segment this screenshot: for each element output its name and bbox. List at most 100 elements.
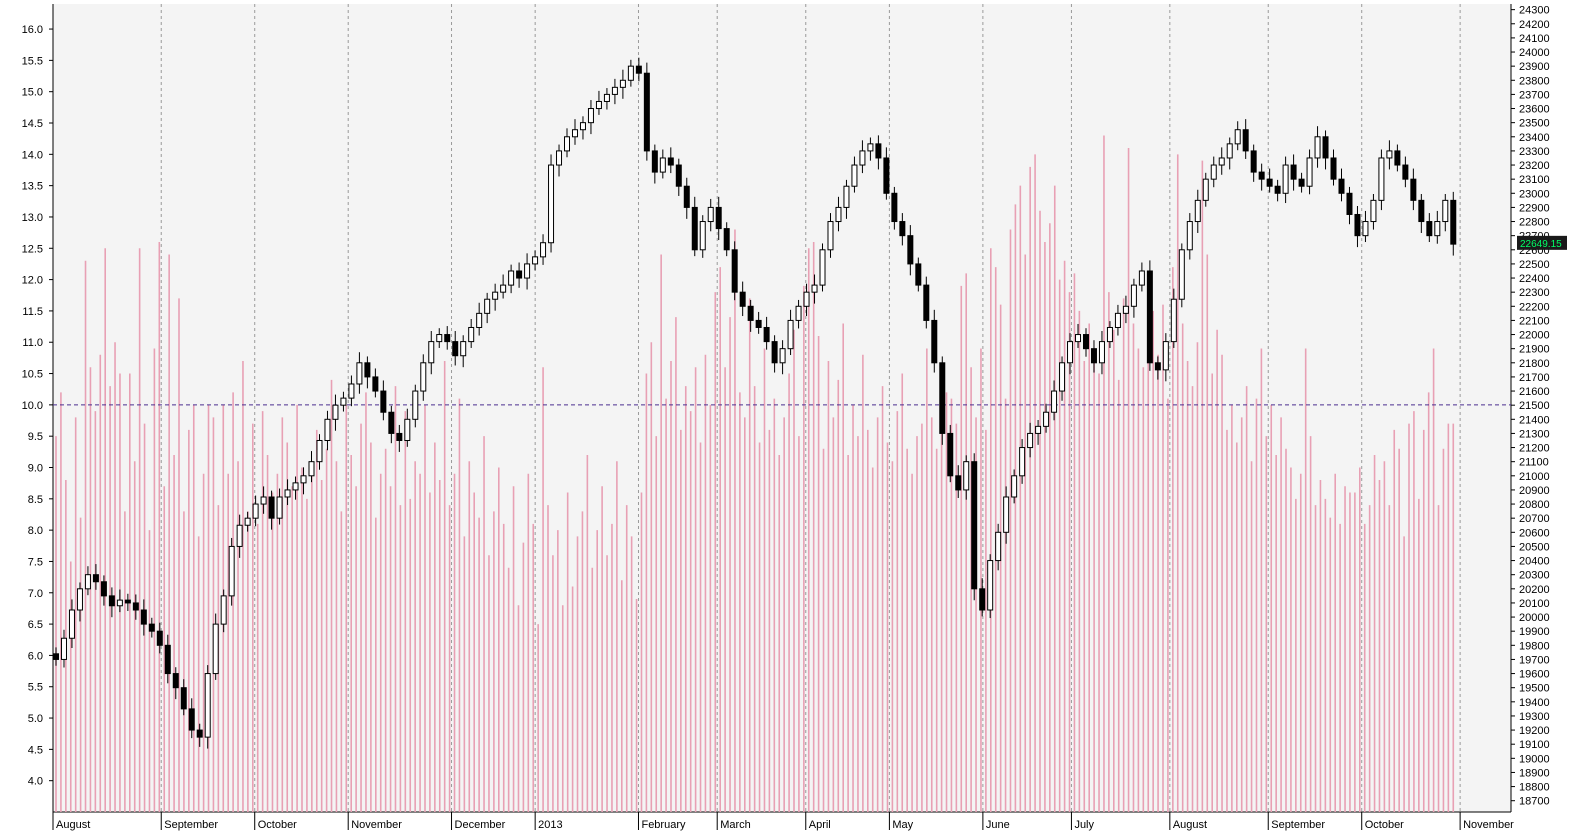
right-axis-label: 19600 (1519, 669, 1550, 681)
candle-body (444, 334, 451, 343)
left-axis-label: 12.5 (22, 243, 43, 255)
right-axis-label: 21400 (1519, 414, 1550, 426)
candle-body (140, 609, 147, 625)
price-series (53, 57, 1457, 749)
candle-body (923, 284, 930, 321)
candle-body (1146, 270, 1153, 364)
candle-body (1362, 221, 1369, 237)
left-axis-label: 5.0 (28, 713, 43, 725)
right-axis-label: 22300 (1519, 287, 1550, 299)
candle-body (1418, 199, 1425, 223)
right-axis-label: 24200 (1519, 19, 1550, 31)
candle-body (292, 482, 299, 491)
candle-body (1154, 362, 1161, 371)
candle-body (739, 291, 746, 307)
candle-body (1075, 334, 1082, 343)
candle-body (508, 270, 515, 286)
candle-body (300, 475, 307, 484)
month-label: October (258, 819, 297, 831)
x-axis: August September October November December 20… (52, 812, 1514, 831)
candle-body (803, 291, 810, 307)
candle-body (452, 341, 459, 357)
candle-body (731, 249, 738, 293)
candle-body (340, 397, 347, 406)
right-axis-label: 21600 (1519, 386, 1550, 398)
candle-body (1250, 150, 1257, 173)
candle-body (1378, 157, 1385, 201)
month-label: August (56, 819, 90, 831)
right-axis-label: 19000 (1519, 753, 1550, 765)
candle-body (220, 595, 227, 625)
candle-body (771, 341, 778, 364)
candle-body (564, 136, 571, 152)
right-axis-label: 23500 (1519, 118, 1550, 130)
candle-body (899, 221, 906, 237)
month-label: 2013 (538, 819, 562, 831)
left-axis-label: 7.5 (28, 556, 43, 568)
candle-body (1218, 157, 1225, 166)
candle-body (619, 79, 626, 88)
candle-body (484, 298, 491, 314)
candle-body (1019, 447, 1026, 477)
left-axis-label: 8.0 (28, 525, 43, 537)
left-axis-label: 8.5 (28, 494, 43, 506)
candle-body (260, 496, 267, 505)
candle-body (172, 673, 179, 689)
left-axis-label: 10.0 (22, 400, 43, 412)
candle-body (348, 383, 355, 399)
candle-body (699, 221, 706, 251)
right-axis-label: 20500 (1519, 541, 1550, 553)
right-axis-label: 19700 (1519, 654, 1550, 666)
candle-body (963, 461, 970, 491)
candle-body (1314, 136, 1321, 159)
candle-body (68, 609, 75, 639)
right-axis-label: 23000 (1519, 188, 1550, 200)
left-axis-label: 13.5 (22, 181, 43, 193)
candle-body (1098, 341, 1105, 364)
candle-body (108, 595, 115, 607)
candle-body (332, 404, 339, 420)
candle-body (843, 185, 850, 208)
candle-body (356, 362, 363, 385)
candle-body (540, 242, 547, 258)
candle-body (691, 206, 698, 251)
candle-body (156, 630, 163, 646)
candle-body (476, 312, 483, 328)
candle-body (1194, 199, 1201, 223)
right-axis-label: 21300 (1519, 428, 1550, 440)
candle-body (811, 284, 818, 293)
candle-body (116, 599, 123, 607)
candle-body (428, 341, 435, 364)
right-axis-label: 19800 (1519, 640, 1550, 652)
candle-body (819, 249, 826, 286)
right-axis-label: 19300 (1519, 711, 1550, 723)
right-axis-label: 23800 (1519, 75, 1550, 87)
right-axis-label: 22000 (1519, 330, 1550, 342)
month-label: December (455, 819, 506, 831)
candle-body (851, 164, 858, 187)
candle-body (603, 93, 610, 102)
candle-body (1138, 270, 1145, 286)
candle-body (1067, 341, 1074, 364)
candle-body (635, 65, 642, 74)
candle-body (1114, 312, 1121, 328)
right-axis-label: 18800 (1519, 782, 1550, 794)
candle-body (1178, 249, 1185, 300)
candle-body (196, 729, 203, 738)
candle-body (747, 305, 754, 321)
month-label: July (1074, 819, 1094, 831)
left-y-axis: 4.0 4.5 5.0 5.5 6.0 6.5 7.0 7.5 8.0 8.5 9.0 9.5 10.0… (22, 24, 53, 788)
right-axis-label: 21700 (1519, 372, 1550, 384)
candle-body (995, 531, 1002, 562)
left-axis-label: 10.5 (22, 369, 43, 381)
candle-body (875, 143, 882, 159)
candle-body (1338, 178, 1345, 194)
candle-body (987, 560, 994, 611)
right-axis-label: 23300 (1519, 146, 1550, 158)
candle-body (132, 602, 139, 611)
volume-series (55, 135, 1455, 812)
right-axis-label: 21100 (1519, 457, 1549, 469)
month-grid (160, 4, 1461, 812)
